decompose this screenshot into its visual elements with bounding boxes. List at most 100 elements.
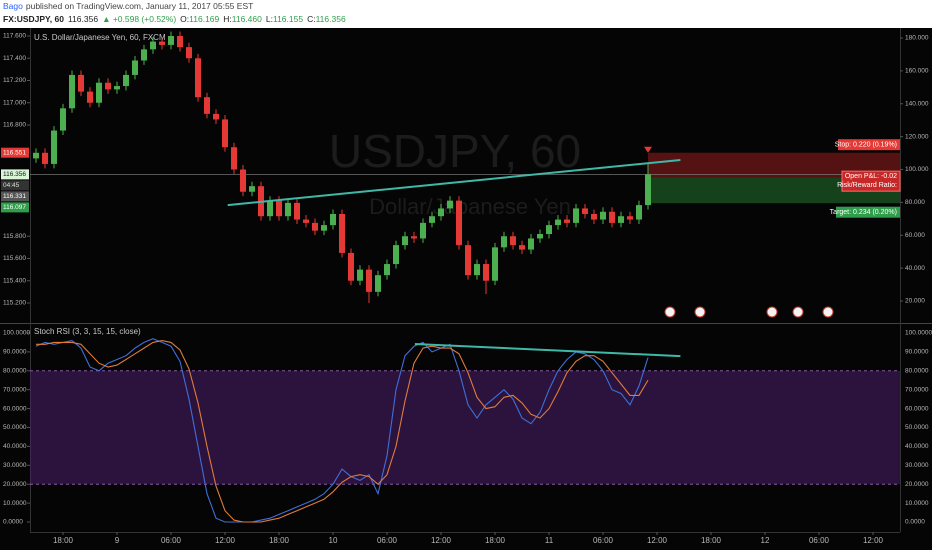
y2-tick-label: 80.000 <box>905 199 925 206</box>
pane-title: U.S. Dollar/Japanese Yen, 60, FXCM <box>34 33 166 42</box>
ohlc-label: H: <box>223 14 232 24</box>
candle-body <box>546 225 553 235</box>
x-tick-label: 18:00 <box>53 536 74 545</box>
candle-body <box>51 130 58 164</box>
x-tick-label: 12:00 <box>215 536 236 545</box>
candle-body <box>501 236 508 248</box>
stop-label-bg <box>838 139 900 151</box>
y-tick-label: 80.0000 <box>3 368 27 375</box>
candle-body <box>357 269 364 281</box>
stop-tag: 116.551 <box>3 149 26 156</box>
trendline <box>414 343 681 358</box>
target-label-bg <box>836 206 900 218</box>
x-tick-label: 11 <box>545 536 554 545</box>
y-tick-label: 20.0000 <box>905 481 929 488</box>
entry-tag: 116.331 <box>3 193 26 200</box>
candle-body <box>249 186 256 192</box>
candle-body <box>87 91 94 103</box>
y2-tick-label: 60.000 <box>905 232 925 239</box>
candle-body <box>564 219 571 223</box>
candle-body <box>609 211 616 223</box>
event-icon[interactable] <box>766 306 778 318</box>
y-tick-label: 117.200 <box>3 77 26 84</box>
candle-body <box>177 36 184 48</box>
last: 116.356 <box>68 14 98 24</box>
y-tick-label: 115.200 <box>3 300 26 307</box>
y-tick-label: 60.0000 <box>3 405 27 412</box>
y-tick-label: 50.0000 <box>3 424 27 431</box>
candle-body <box>303 219 310 223</box>
x-tick-label: 12:00 <box>863 536 884 545</box>
event-icon[interactable] <box>792 306 804 318</box>
y-tick-label: 117.400 <box>3 55 26 62</box>
y2-tick-label: 180.000 <box>905 35 929 42</box>
candle-body <box>519 245 526 250</box>
candle-body <box>213 113 220 120</box>
x-tick-label: 12 <box>761 536 770 545</box>
trendline <box>227 159 681 207</box>
author[interactable]: Bago <box>3 1 23 11</box>
event-icon[interactable] <box>664 306 676 318</box>
y-tick-label: 20.0000 <box>3 481 27 488</box>
ohlc-value: 116.169 <box>189 14 219 24</box>
candle-body <box>600 211 607 220</box>
ohlc-label: O: <box>180 14 189 24</box>
candle-body <box>42 152 49 164</box>
x-tick-label: 12:00 <box>647 536 668 545</box>
event-icon[interactable] <box>694 306 706 318</box>
candle-body <box>384 264 391 276</box>
last-price-tag-bg <box>1 169 29 180</box>
y-tick-label: 50.0000 <box>905 424 929 431</box>
event-icon[interactable] <box>822 306 834 318</box>
candle-body <box>240 169 247 192</box>
pane-title: Stoch RSI (3, 3, 15, 15, close) <box>34 327 141 336</box>
candle-body <box>60 108 67 131</box>
y-tick-label: 90.0000 <box>3 349 27 356</box>
y-tick-label: 100.0000 <box>3 330 30 337</box>
candle-body <box>375 275 382 292</box>
ohlc-value: 116.356 <box>316 14 346 24</box>
y-tick-label: 115.600 <box>3 255 26 262</box>
x-tick-label: 18:00 <box>485 536 506 545</box>
candle-body <box>465 245 472 276</box>
y-tick-label: 30.0000 <box>3 462 27 469</box>
ohlc-label: L: <box>266 14 273 24</box>
candle-body <box>204 97 211 114</box>
y2-tick-label: 160.000 <box>905 68 929 75</box>
candle-body <box>96 82 103 103</box>
y-tick-label: 40.0000 <box>3 443 27 450</box>
y-tick-label: 100.0000 <box>905 330 932 337</box>
candle-body <box>231 147 238 170</box>
y2-tick-label: 120.000 <box>905 133 929 140</box>
y-tick-label: 30.0000 <box>905 462 929 469</box>
x-tick-label: 18:00 <box>269 536 290 545</box>
candle-body <box>330 213 337 226</box>
event-icons[interactable] <box>664 306 834 318</box>
candle-body <box>123 74 130 87</box>
symbol: FX:USDJPY, 60 <box>3 14 64 24</box>
ohlc-label: C: <box>307 14 316 24</box>
candle-body <box>618 216 625 223</box>
x-tick-label: 18:00 <box>701 536 722 545</box>
stoch-line <box>35 338 649 523</box>
candle-body <box>555 219 562 226</box>
countdown-tag-bg <box>1 180 29 191</box>
candle-body <box>159 41 166 45</box>
x-tick-label: 06:00 <box>593 536 614 545</box>
candle-body <box>447 200 454 209</box>
candle-body <box>510 236 517 246</box>
candle-body <box>312 222 319 231</box>
entry-tag-bg <box>1 191 29 202</box>
y-tick-label: 10.0000 <box>905 500 929 507</box>
candle-body <box>591 213 598 220</box>
x-tick-label: 06:00 <box>377 536 398 545</box>
candle-body <box>195 58 202 98</box>
x-tick-label: 9 <box>115 536 120 545</box>
candle-body <box>474 264 481 276</box>
ratio-label: Risk/Reward Ratio: <box>837 182 897 189</box>
header-bg <box>0 0 932 28</box>
candle-body <box>645 174 652 206</box>
countdown-tag: 04:45 <box>3 182 20 189</box>
published: published on TradingView.com, January 11… <box>26 1 253 11</box>
candle-body <box>321 225 328 231</box>
